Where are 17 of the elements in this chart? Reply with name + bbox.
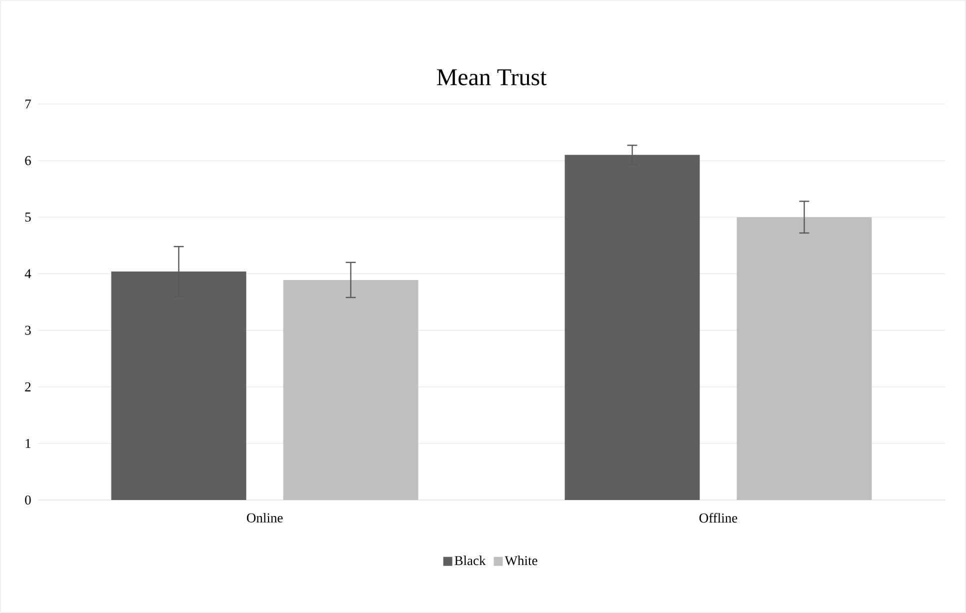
chart-title: Mean Trust [436,69,547,86]
legend-label: Black [454,556,486,566]
y-tick-label: 4 [24,269,32,278]
bar [111,271,246,500]
bar [736,217,872,500]
legend-label: White [504,556,538,566]
y-tick-label: 6 [25,156,31,166]
y-tick-label: 7 [25,100,31,108]
x-tick-label: Offline [699,512,738,523]
y-tick-label: 2 [25,382,31,392]
y-tick-label: 0 [25,495,31,505]
y-tick-label: 1 [26,438,30,448]
y-tick-label: 3 [25,326,31,335]
y-tick-label: 5 [25,212,31,222]
bar [283,280,418,500]
x-tick-label: Online [246,512,283,522]
bar [564,154,700,500]
